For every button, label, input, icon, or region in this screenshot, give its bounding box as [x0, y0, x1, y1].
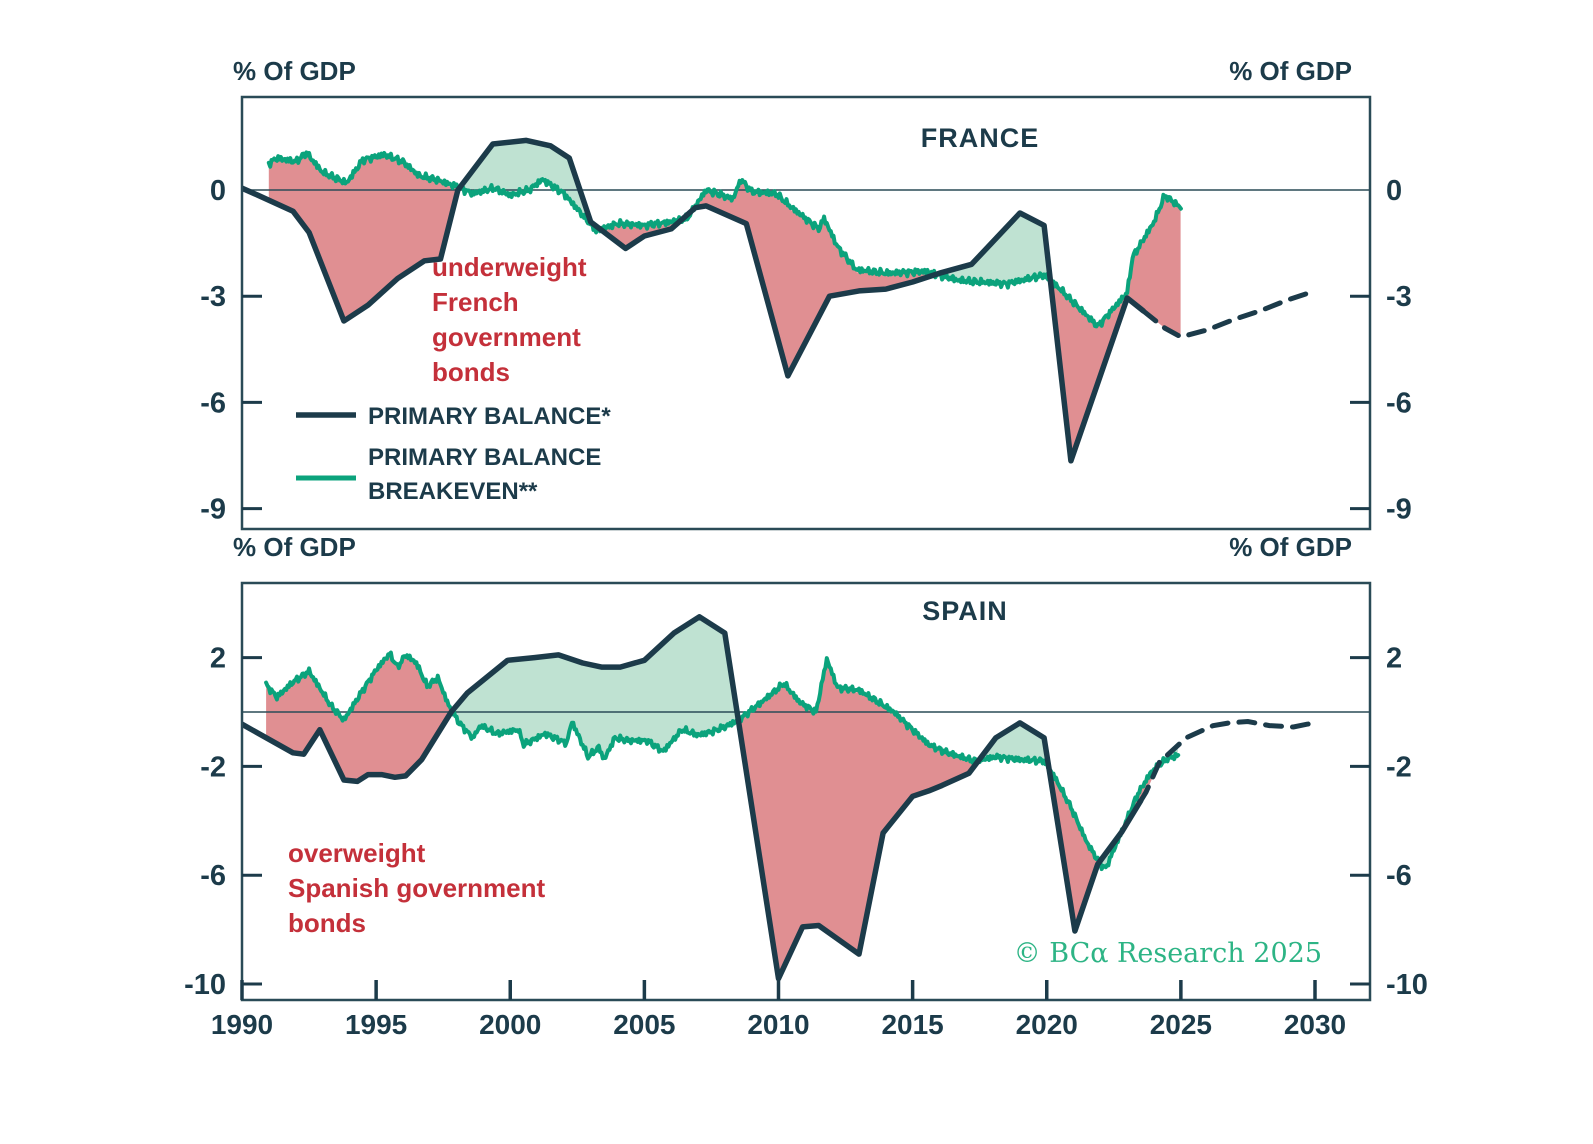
x-label-2030: 2030 — [1284, 1009, 1346, 1040]
copyright-text: © BCα Research 2025 — [1014, 938, 1322, 969]
x-label-2020: 2020 — [1016, 1009, 1078, 1040]
france-y-label-right: 0 — [1386, 175, 1402, 207]
x-label-2015: 2015 — [881, 1009, 943, 1040]
france-underperform-fill-14 — [694, 179, 935, 376]
spain-y-label-left: -10 — [184, 969, 226, 1001]
france-plot-area — [242, 137, 1370, 464]
france-annotation-line: French — [432, 287, 519, 317]
spain-overperform-fill-1 — [451, 617, 739, 761]
france-y-label-left: 0 — [210, 175, 226, 207]
france-y-label-right: -6 — [1386, 387, 1412, 419]
unit-label-france-right: % Of GDP — [1229, 56, 1352, 86]
france-y-label-left: -6 — [200, 387, 226, 419]
spain-overperform-fill-3 — [978, 723, 1049, 769]
spain-y-label-left: -6 — [200, 860, 226, 892]
legend-breakeven-label-line1: PRIMARY BALANCE — [368, 444, 601, 471]
spain-balance-line — [242, 614, 1144, 982]
france-annotation: underweight French government bonds — [432, 252, 587, 387]
spain-y-label-right: -6 — [1386, 860, 1412, 892]
spain-breakeven-line — [264, 650, 1181, 872]
spain-underperform-fill-0 — [266, 652, 452, 782]
france-y-label-left: -3 — [200, 281, 226, 313]
spain-y-label-right: 2 — [1386, 643, 1402, 675]
spain-y-label-right: -2 — [1386, 751, 1412, 783]
spain-annotation-line: Spanish government — [288, 873, 545, 903]
x-label-1995: 1995 — [345, 1009, 407, 1040]
france-annotation-line: government — [432, 322, 581, 352]
france-y-label-left: -9 — [200, 494, 226, 526]
spain-annotation-line: overweight — [288, 838, 426, 868]
unit-label-france-left: % Of GDP — [233, 56, 356, 86]
france-breakeven-line — [266, 150, 1183, 329]
france-overperform-fill-3 — [460, 140, 593, 226]
spain-balance-forecast-dashed-line — [1138, 718, 1321, 804]
x-label-2010: 2010 — [747, 1009, 809, 1040]
legend-breakeven-label-line2: BREAKEVEN** — [368, 478, 538, 505]
france-y-label-right: -9 — [1386, 494, 1412, 526]
spain-annotation: overweight Spanish government bonds — [288, 838, 545, 938]
france-panel-border — [240, 95, 1372, 531]
spain-plot-area — [242, 614, 1370, 982]
france-balance-line — [242, 137, 1147, 464]
spain-y-label-right: -10 — [1386, 969, 1428, 1001]
spain-y-label-left: -2 — [200, 751, 226, 783]
france-title: FRANCE — [921, 123, 1040, 153]
x-label-2000: 2000 — [479, 1009, 541, 1040]
spain-annotation-line: bonds — [288, 908, 366, 938]
france-annotation-line: underweight — [432, 252, 587, 282]
france-underperform-fill-0 — [268, 151, 459, 321]
france-panel: 0 0 -3 -3 -6 -6 -9 -9 — [200, 95, 1412, 531]
legend: PRIMARY BALANCE* PRIMARY BALANCE BREAKEV… — [296, 403, 611, 505]
spain-panel-border — [240, 581, 1372, 1002]
france-balance-forecast-dashed-line — [1140, 288, 1318, 340]
unit-label-spain-right: % Of GDP — [1229, 532, 1352, 562]
spain-title: SPAIN — [922, 596, 1008, 626]
x-label-1990: 1990 — [211, 1009, 273, 1040]
france-annotation-line: bonds — [432, 357, 510, 387]
france-y-label-right: -3 — [1386, 281, 1412, 313]
unit-label-spain-left: % Of GDP — [233, 532, 356, 562]
spain-underperform-fill-2 — [738, 659, 979, 978]
spain-y-label-left: 2 — [210, 643, 226, 675]
legend-balance-label: PRIMARY BALANCE* — [368, 403, 611, 430]
spain-panel: 2 2 -2 -2 -6 -6 -10 -10 1990 1995 2000 2005 2010 2015… — [184, 581, 1428, 1040]
x-label-2005: 2005 — [613, 1009, 675, 1040]
x-label-2025: 2025 — [1150, 1009, 1212, 1040]
